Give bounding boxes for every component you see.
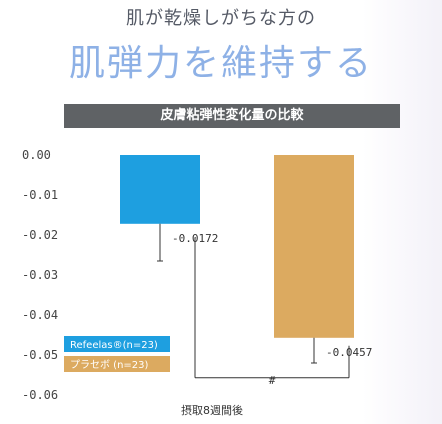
y-tick-label: -0.03 (22, 268, 58, 282)
legend-swatch (64, 336, 170, 352)
bar (274, 155, 354, 338)
y-tick-label: -0.02 (22, 228, 58, 242)
bar (120, 155, 200, 224)
y-tick-label: -0.01 (22, 188, 58, 202)
chart-banner-title: 皮膚粘弾性変化量の比較 (64, 104, 400, 128)
y-tick-label: -0.06 (22, 388, 58, 402)
legend-label: プラセボ (n=23) (70, 359, 149, 371)
x-axis-label: 摂取8週間後 (181, 403, 243, 417)
headline: 肌弾力を維持する (68, 43, 373, 84)
subtitle: 肌が乾燥しがちな方の (126, 8, 316, 29)
y-tick-label: -0.04 (22, 308, 58, 322)
y-tick-label: 0.00 (22, 148, 51, 162)
significance-marker: # (269, 374, 276, 387)
y-tick-label: -0.05 (22, 348, 58, 362)
legend-swatch (64, 356, 170, 372)
legend-label: Refeelas®(n=23) (70, 340, 158, 351)
